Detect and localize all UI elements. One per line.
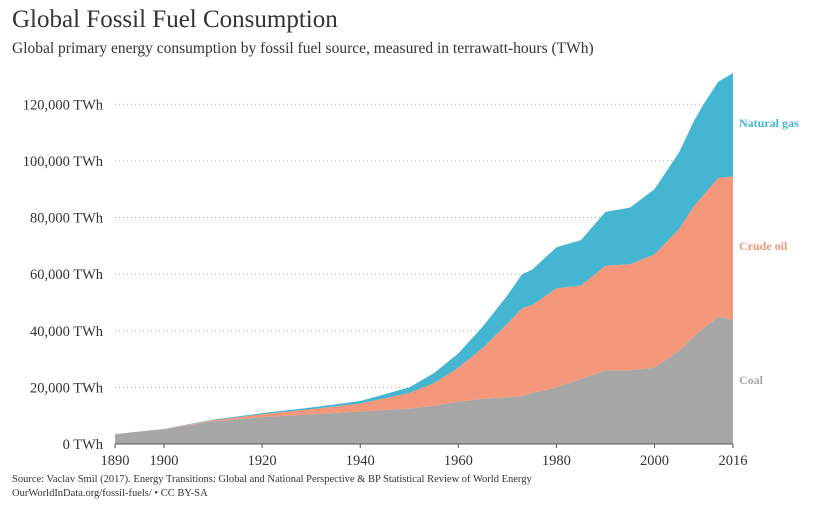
chart-subtitle: Global primary energy consumption by fos… (12, 40, 594, 57)
series-label-crude-oil: Crude oil (739, 239, 788, 253)
chart-svg: 0 TWh 20,000 TWh 40,000 TWh 60,000 TWh 80,00… (23, 73, 799, 469)
y-tick-label: 60,000 TWh (30, 267, 104, 283)
source-note: Source: Vaclav Smil (2017). Energy Trans… (12, 473, 532, 501)
x-tick-label: 2000 (640, 453, 669, 469)
x-tick-label: 2016 (719, 453, 748, 469)
y-tick-label: 0 TWh (63, 437, 104, 453)
chart-title: Global Fossil Fuel Consumption (12, 6, 338, 33)
y-tick-label: 100,000 TWh (23, 154, 104, 170)
y-tick-label: 20,000 TWh (30, 380, 104, 396)
area-coal (115, 316, 733, 444)
series-label-natural-gas: Natural gas (739, 116, 799, 130)
area-crude-oil (115, 176, 733, 435)
y-tick-label: 80,000 TWh (30, 211, 104, 227)
y-tick-label: 120,000 TWh (23, 97, 104, 113)
x-tick-label: 1890 (101, 453, 130, 469)
x-tick-label: 1960 (444, 453, 473, 469)
series-label-coal: Coal (739, 373, 764, 387)
x-tick-label: 1940 (346, 453, 375, 469)
y-tick-label: 40,000 TWh (30, 324, 104, 340)
source-line-2: OurWorldInData.org/fossil-fuels/ • CC BY… (12, 488, 208, 499)
x-tick-label: 1980 (542, 453, 571, 469)
source-line-1: Source: Vaclav Smil (2017). Energy Trans… (12, 474, 532, 485)
x-tick-label: 1900 (150, 453, 179, 469)
area-natural-gas (115, 73, 733, 435)
x-tick-label: 1920 (248, 453, 277, 469)
